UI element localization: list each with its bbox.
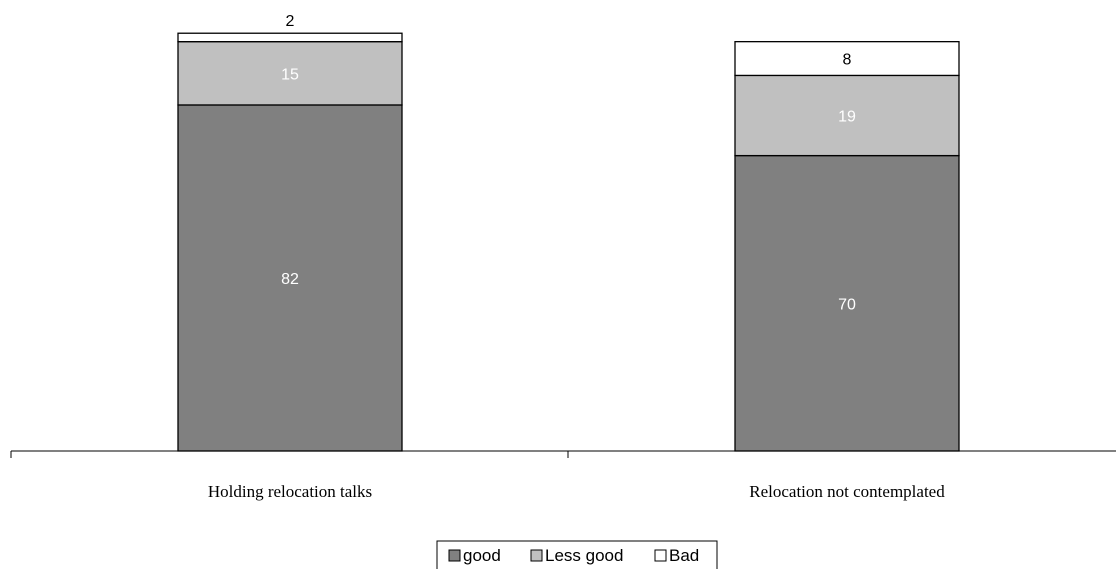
- data-label-less-good-2: 19: [838, 109, 856, 126]
- category-label-2: Relocation not contemplated: [749, 482, 945, 501]
- legend-swatch-bad: [654, 549, 667, 562]
- data-label-less-good-1: 15: [281, 66, 299, 83]
- data-label-bad-2: 8: [843, 52, 852, 69]
- bars-layer: 82 15 2 70 19 8: [177, 13, 960, 452]
- bar-segment-bad-2: [734, 41, 960, 77]
- bar-segment-less-good-2: [734, 74, 960, 157]
- legend: good Less good Bad: [436, 540, 718, 572]
- bar-segment-good-1: [177, 104, 403, 452]
- legend-label-bad: Bad: [669, 546, 699, 565]
- legend-label-less-good: Less good: [545, 546, 623, 565]
- data-label-bad-1: 2: [286, 13, 295, 30]
- bar-segment-less-good-1: [177, 41, 403, 106]
- bar-segment-bad-1: [177, 32, 403, 43]
- data-label-good-1: 82: [281, 271, 299, 288]
- data-label-good-2: 70: [838, 296, 856, 313]
- x-axis: [10, 450, 1116, 458]
- legend-label-good: good: [463, 546, 501, 565]
- legend-swatch-less-good: [530, 549, 543, 562]
- legend-swatch-good: [448, 549, 461, 562]
- category-labels: Holding relocation talks Relocation not c…: [208, 482, 945, 501]
- category-label-1: Holding relocation talks: [208, 482, 372, 501]
